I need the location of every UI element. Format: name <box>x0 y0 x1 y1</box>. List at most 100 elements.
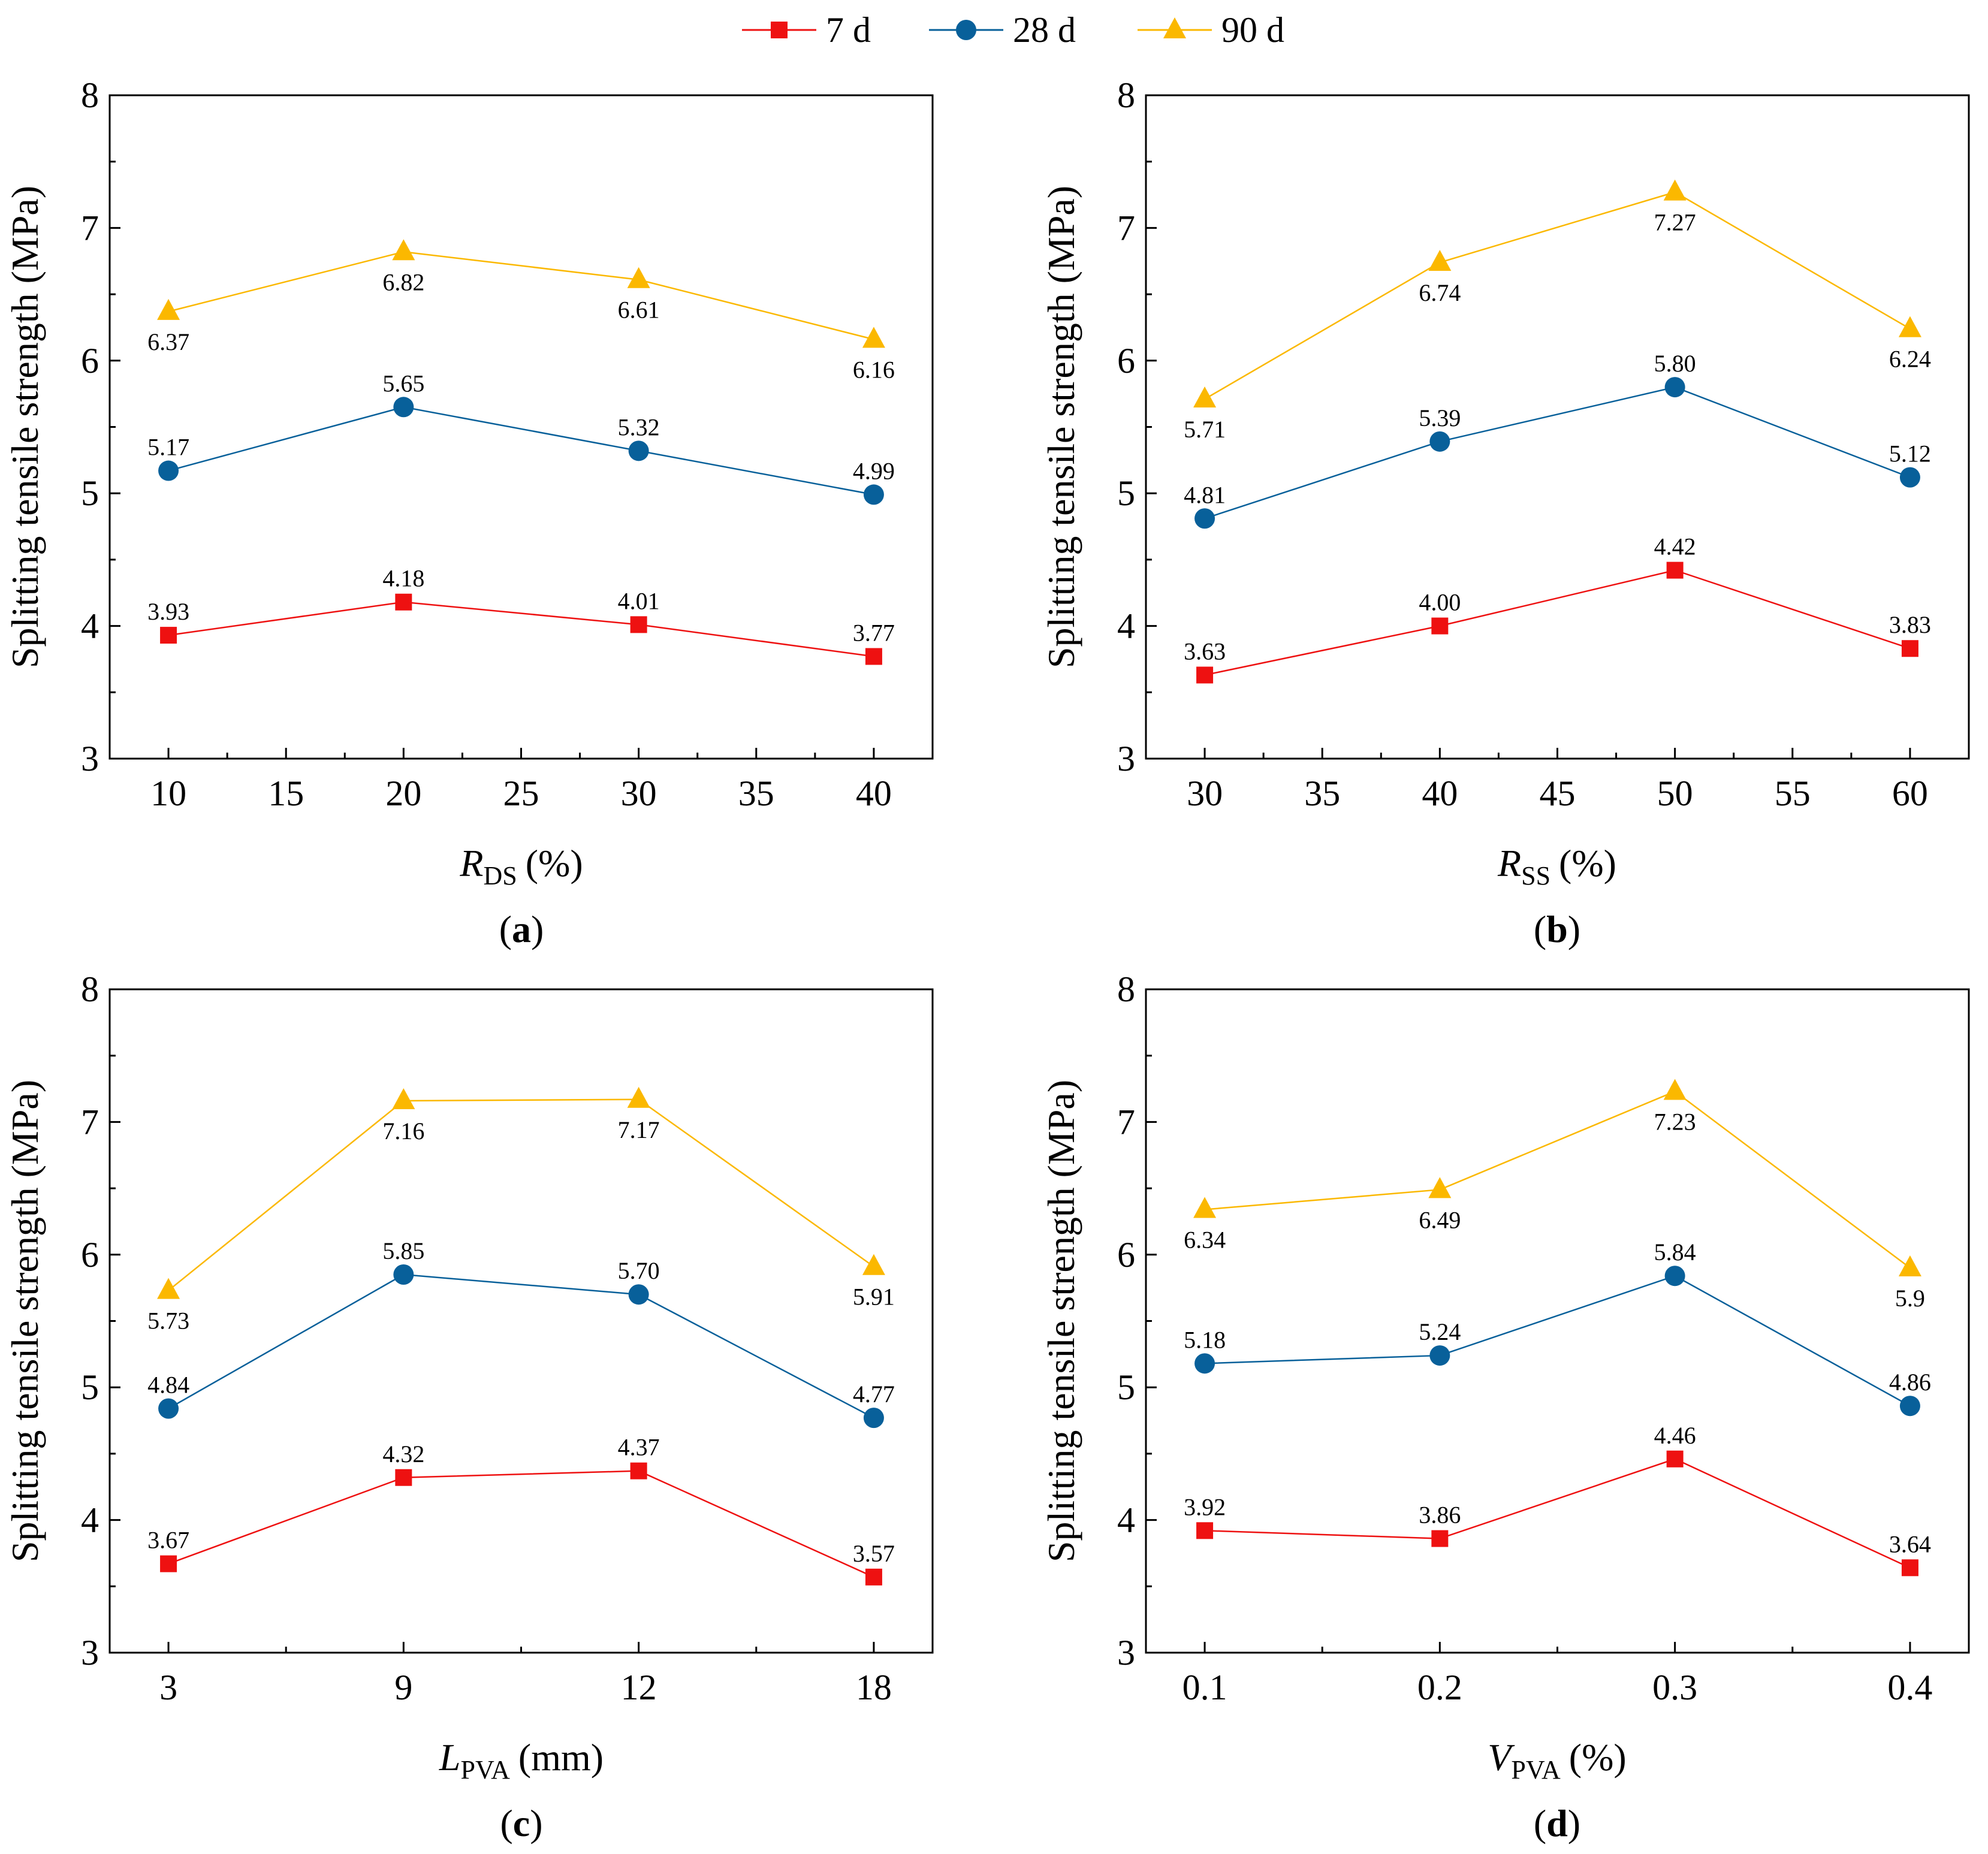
panel-label-close: ) <box>530 1802 542 1844</box>
data-point <box>1899 1396 1920 1417</box>
data-label: 3.93 <box>147 598 189 625</box>
y-axis-label: Splitting tensile strength (MPa) <box>4 186 46 668</box>
series-90-d: 6.34 6.49 7.23 5.9 <box>1184 1079 1925 1312</box>
data-point <box>392 239 415 261</box>
data-point <box>862 327 885 348</box>
series-line <box>168 1273 874 1419</box>
y-tick-label: 6 <box>1117 341 1135 381</box>
series-7-d: 3.63 4.00 4.42 3.83 <box>1184 533 1931 684</box>
y-tick-label: 4 <box>1117 606 1135 646</box>
data-point <box>1901 640 1918 657</box>
data-label: 5.9 <box>1895 1285 1925 1312</box>
series-28-d: 4.81 5.39 5.80 5.12 <box>1184 350 1931 529</box>
x-axis-label: VPVA (%) <box>1488 1736 1626 1784</box>
panel-label: (b) <box>1534 908 1580 950</box>
data-label: 6.49 <box>1419 1206 1461 1233</box>
y-tick-label: 5 <box>81 473 99 513</box>
data-label: 5.32 <box>618 413 660 440</box>
data-point <box>628 440 649 461</box>
series-7-d: 3.93 4.18 4.01 3.77 <box>147 565 895 665</box>
y-tick-label: 7 <box>1117 208 1135 247</box>
data-point <box>1898 1255 1921 1276</box>
x-axis-label-sub: PVA <box>1511 1755 1561 1784</box>
data-label: 6.37 <box>147 328 189 355</box>
panel-label-letter: d <box>1546 1802 1568 1844</box>
data-point <box>1664 1266 1685 1287</box>
series-line <box>1204 569 1911 676</box>
x-tick-label: 55 <box>1775 774 1811 813</box>
series-line <box>168 1470 874 1578</box>
y-tick-label: 8 <box>81 76 99 115</box>
series-7-d: 3.67 4.32 4.37 3.57 <box>147 1434 895 1586</box>
x-axis-label-sub: DS <box>483 861 517 890</box>
x-tick-label: 12 <box>621 1668 657 1707</box>
data-point <box>1196 1522 1214 1539</box>
data-point <box>158 1398 179 1419</box>
data-point <box>393 1264 414 1285</box>
x-tick-label: 25 <box>503 774 539 813</box>
x-axis-label-unit: (%) <box>1569 1736 1627 1778</box>
legend-item-7-d: 7 d <box>742 10 871 50</box>
series-7-d: 3.92 3.86 4.46 3.64 <box>1184 1422 1931 1577</box>
x-tick-label: 9 <box>394 1668 412 1707</box>
plot-frame <box>108 94 934 760</box>
data-point <box>1666 561 1684 579</box>
data-point <box>160 1555 177 1572</box>
data-label: 3.86 <box>1419 1502 1461 1529</box>
legend-label: 7 d <box>826 10 871 50</box>
x-tick-label: 30 <box>1187 774 1223 813</box>
data-label: 6.34 <box>1184 1227 1226 1254</box>
x-tick-label: 0.2 <box>1417 1668 1462 1707</box>
panel-label-open: ( <box>500 1802 512 1844</box>
x-tick-label: 45 <box>1540 774 1576 813</box>
panel-label-letter: c <box>513 1802 530 1844</box>
panel-label-letter: b <box>1546 908 1568 950</box>
y-tick-label: 5 <box>81 1367 99 1407</box>
data-point <box>865 648 882 665</box>
legend-item-90-d: 90 d <box>1138 10 1284 50</box>
series-line <box>1205 1275 1911 1407</box>
data-label: 4.32 <box>382 1441 424 1468</box>
x-axis-label: RDS (%) <box>459 842 583 890</box>
x-tick-label: 40 <box>856 774 892 813</box>
y-tick-label: 5 <box>1117 1367 1135 1407</box>
data-label: 5.71 <box>1184 416 1226 443</box>
data-point <box>627 267 650 288</box>
x-tick-label: 0.3 <box>1652 1668 1697 1707</box>
x-axis-label-sub: PVA <box>461 1755 511 1784</box>
x-axis-label-unit: (%) <box>526 842 583 884</box>
data-point <box>1196 666 1214 684</box>
data-label: 5.91 <box>853 1284 895 1311</box>
data-label: 6.16 <box>853 356 895 383</box>
data-point <box>1901 1559 1918 1577</box>
series-28-d: 5.17 5.65 5.32 4.99 <box>147 370 895 505</box>
panel-a: 3 4 5 6 7 8 10 15 20 25 30 35 40 Splitting tensile st… <box>4 76 934 950</box>
panel-label: (c) <box>500 1802 542 1844</box>
data-label: 5.12 <box>1889 440 1931 467</box>
data-label: 5.17 <box>147 434 189 461</box>
data-point <box>863 484 884 505</box>
series-line <box>1205 1458 1911 1569</box>
data-label: 6.82 <box>382 268 424 295</box>
y-tick-label: 3 <box>81 1633 99 1672</box>
x-tick-label: 35 <box>1304 774 1340 813</box>
legend: 7 d 28 d 90 d <box>742 10 1284 50</box>
plot-frame <box>1145 988 1970 1654</box>
x-tick-label: 35 <box>738 774 774 813</box>
legend-marker-triangle <box>1163 17 1186 38</box>
series-90-d: 6.37 6.82 6.61 6.16 <box>147 239 895 383</box>
x-axis-label-unit: (%) <box>1559 842 1616 884</box>
legend-label: 90 d <box>1221 10 1284 50</box>
y-tick-label: 3 <box>81 739 99 778</box>
panel-label-close: ) <box>1568 908 1580 950</box>
x-tick-label: 18 <box>856 1668 892 1707</box>
y-axis-label: Splitting tensile strength (MPa) <box>4 1080 46 1562</box>
y-tick-label: 7 <box>1117 1102 1135 1142</box>
y-tick-label: 8 <box>81 970 99 1009</box>
data-label: 5.70 <box>618 1257 660 1284</box>
data-label: 4.84 <box>147 1372 189 1399</box>
legend-marker-square <box>771 22 788 38</box>
data-label: 3.67 <box>147 1527 189 1554</box>
data-label: 3.57 <box>853 1540 895 1567</box>
